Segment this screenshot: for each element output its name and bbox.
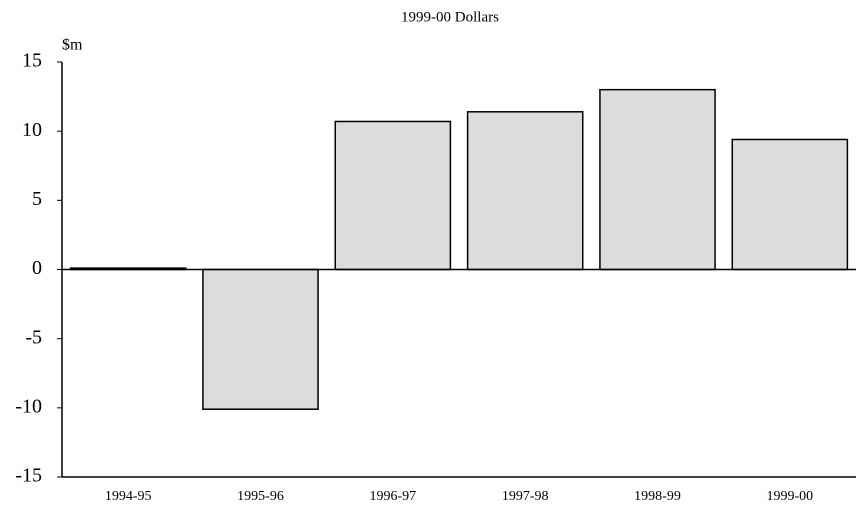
chart-title: 1999-00 Dollars: [401, 9, 499, 25]
y-tick-label: -15: [15, 465, 42, 487]
y-tick-label: 15: [22, 50, 42, 72]
y-tick-label: -5: [25, 326, 42, 348]
bar: [202, 268, 319, 410]
x-tick-label: 1994-95: [105, 489, 152, 504]
y-tick-label: 10: [22, 119, 42, 141]
x-tick-label: 1998-99: [634, 489, 681, 504]
y-tick-label: 0: [32, 257, 42, 279]
bar: [466, 111, 584, 271]
y-tick-label: -10: [15, 395, 42, 417]
y-axis-label: $m: [62, 37, 83, 54]
bar: [599, 88, 716, 271]
bar: [334, 120, 452, 271]
bar: [731, 138, 849, 271]
x-tick-label: 1995-96: [237, 489, 284, 504]
x-tick-label: 1996-97: [369, 489, 416, 504]
x-tick-label: 1999-00: [766, 489, 813, 504]
x-tick-label: 1997-98: [502, 489, 549, 504]
y-tick-label: 5: [32, 188, 42, 210]
